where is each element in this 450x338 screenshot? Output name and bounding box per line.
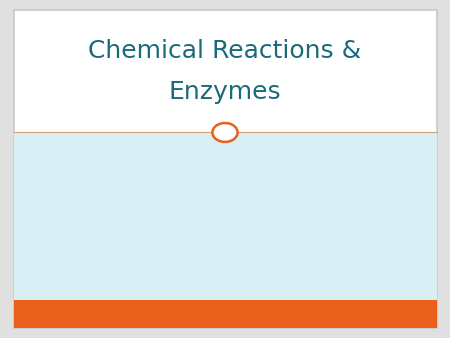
- FancyBboxPatch shape: [14, 300, 436, 328]
- Text: Enzymes: Enzymes: [169, 79, 281, 103]
- FancyBboxPatch shape: [14, 10, 436, 328]
- FancyBboxPatch shape: [14, 132, 436, 300]
- Text: Chemical Reactions &: Chemical Reactions &: [89, 39, 361, 63]
- Circle shape: [212, 123, 238, 142]
